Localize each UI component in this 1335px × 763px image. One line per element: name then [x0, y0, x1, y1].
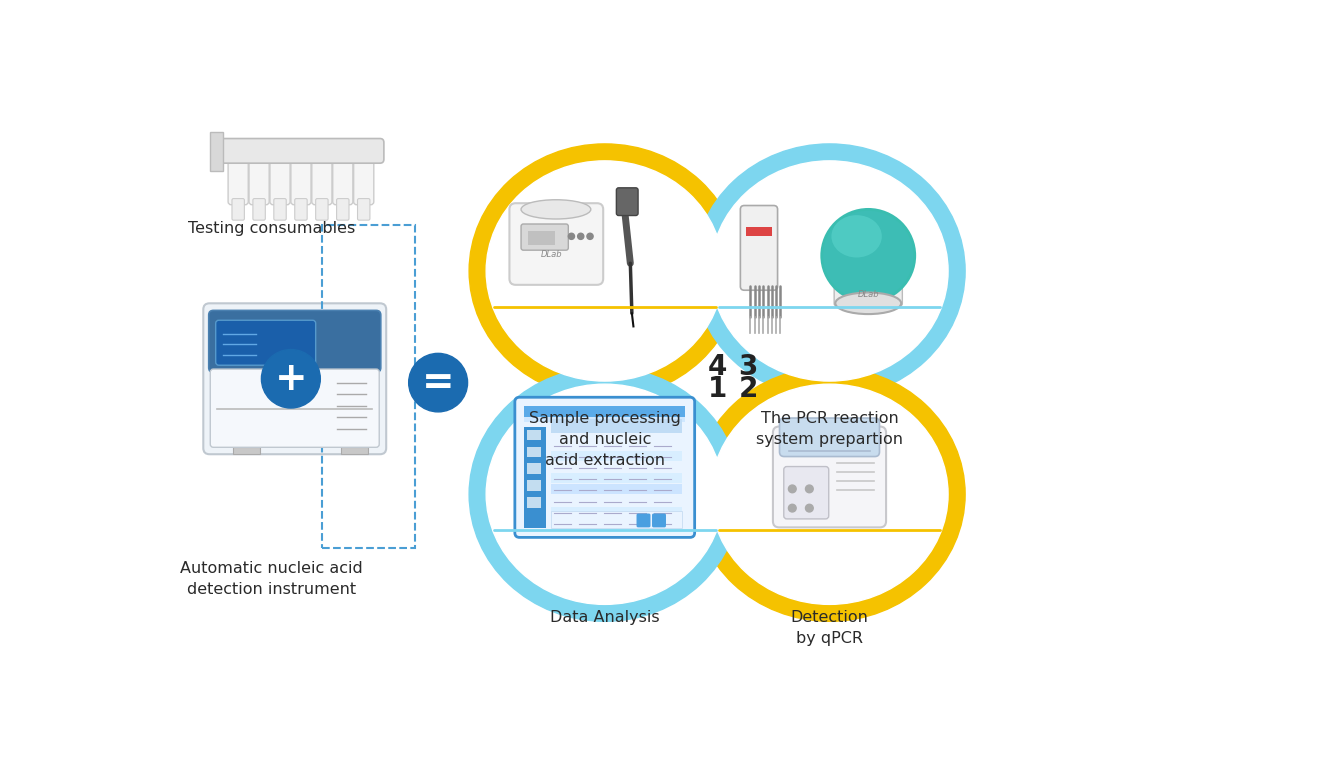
Bar	[550, 451, 682, 461]
FancyBboxPatch shape	[270, 154, 290, 204]
FancyBboxPatch shape	[741, 205, 777, 290]
FancyBboxPatch shape	[203, 304, 386, 454]
Ellipse shape	[486, 161, 724, 381]
FancyBboxPatch shape	[617, 188, 638, 215]
Circle shape	[789, 504, 796, 512]
Text: 4: 4	[708, 353, 726, 382]
FancyBboxPatch shape	[332, 154, 352, 204]
FancyBboxPatch shape	[291, 154, 311, 204]
Ellipse shape	[712, 161, 948, 381]
FancyBboxPatch shape	[773, 427, 886, 527]
Text: Automatic nucleic acid
detection instrument: Automatic nucleic acid detection instrum…	[180, 561, 363, 597]
Text: =: =	[422, 364, 454, 401]
Ellipse shape	[832, 215, 882, 257]
FancyBboxPatch shape	[834, 273, 902, 307]
Ellipse shape	[486, 384, 724, 604]
Text: +: +	[275, 360, 307, 398]
Text: The PCR reaction
system prepartion: The PCR reaction system prepartion	[756, 411, 902, 447]
Circle shape	[262, 349, 320, 408]
Bar	[525, 407, 685, 422]
FancyBboxPatch shape	[651, 513, 666, 527]
FancyBboxPatch shape	[521, 224, 569, 250]
Circle shape	[578, 233, 583, 240]
FancyBboxPatch shape	[510, 203, 603, 285]
Ellipse shape	[694, 367, 965, 621]
FancyBboxPatch shape	[312, 154, 332, 204]
Bar	[527, 446, 541, 457]
Bar	[525, 427, 546, 528]
FancyBboxPatch shape	[211, 369, 379, 447]
FancyBboxPatch shape	[252, 198, 266, 221]
Bar	[550, 495, 682, 505]
Circle shape	[569, 233, 574, 240]
Circle shape	[805, 485, 813, 493]
Bar	[529, 231, 555, 245]
FancyBboxPatch shape	[232, 198, 244, 221]
Text: DLab: DLab	[541, 250, 563, 259]
FancyBboxPatch shape	[295, 198, 307, 221]
FancyBboxPatch shape	[250, 154, 270, 204]
Ellipse shape	[694, 144, 965, 398]
Bar	[550, 518, 682, 528]
Bar	[550, 462, 682, 472]
Bar	[527, 463, 541, 475]
FancyBboxPatch shape	[208, 311, 380, 372]
Text: DLab: DLab	[857, 290, 878, 298]
Text: Detection
by qPCR: Detection by qPCR	[790, 610, 869, 645]
Circle shape	[587, 233, 593, 240]
Bar	[527, 430, 541, 440]
FancyBboxPatch shape	[214, 139, 384, 163]
Circle shape	[409, 353, 467, 412]
FancyBboxPatch shape	[274, 198, 286, 221]
Ellipse shape	[712, 384, 948, 604]
FancyBboxPatch shape	[228, 154, 248, 204]
Bar	[746, 227, 772, 237]
FancyBboxPatch shape	[784, 466, 829, 519]
FancyBboxPatch shape	[358, 198, 370, 221]
Circle shape	[805, 504, 813, 512]
Ellipse shape	[469, 367, 741, 621]
FancyBboxPatch shape	[637, 513, 650, 527]
Ellipse shape	[469, 144, 741, 398]
Bar	[527, 497, 541, 508]
Bar	[525, 407, 685, 417]
Bar	[550, 511, 682, 528]
Bar	[342, 446, 368, 454]
Ellipse shape	[822, 209, 914, 302]
Text: 3: 3	[738, 353, 758, 382]
Text: Sample processing
and nucleic
acid extraction: Sample processing and nucleic acid extra…	[529, 411, 681, 468]
Bar	[322, 225, 415, 548]
Bar	[232, 446, 260, 454]
Text: Data Analysis: Data Analysis	[550, 610, 659, 625]
FancyBboxPatch shape	[336, 198, 348, 221]
FancyBboxPatch shape	[780, 418, 880, 456]
Bar	[550, 473, 682, 483]
Bar	[210, 132, 223, 171]
FancyBboxPatch shape	[354, 154, 374, 204]
Bar	[550, 439, 682, 449]
Text: 2: 2	[738, 375, 758, 403]
Bar	[550, 419, 682, 433]
Text: Testing consumables: Testing consumables	[188, 221, 355, 236]
FancyBboxPatch shape	[515, 398, 694, 537]
Circle shape	[789, 485, 796, 493]
Ellipse shape	[836, 292, 901, 314]
Bar	[550, 485, 682, 494]
Text: 1: 1	[708, 375, 726, 403]
Ellipse shape	[521, 200, 591, 219]
Bar	[550, 507, 682, 517]
FancyBboxPatch shape	[216, 320, 315, 365]
Bar	[527, 481, 541, 491]
FancyBboxPatch shape	[315, 198, 328, 221]
